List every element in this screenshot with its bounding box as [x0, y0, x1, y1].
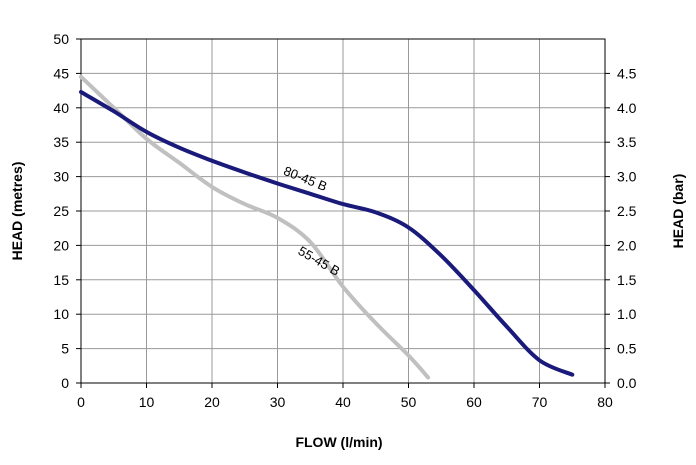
series-line-1 [79, 74, 431, 380]
x-tick-label: 50 [401, 394, 417, 410]
series-labels: 80-45 B 55-45 B [281, 163, 342, 279]
y-tick-label: 50 [53, 31, 69, 47]
y-tick-label: 5 [61, 341, 69, 357]
x-axis-ticks: 0 10 20 30 40 50 60 70 80 [77, 383, 613, 410]
y-tick-label: 15 [53, 272, 69, 288]
series-label-1: 55-45 B [296, 243, 343, 279]
x-tick-label: 40 [335, 394, 351, 410]
y-tick-label: 25 [53, 203, 69, 219]
series-label-0: 80-45 B [281, 163, 329, 194]
y2-tick-label: 4.0 [617, 100, 637, 116]
y-tick-label: 45 [53, 65, 69, 81]
x-tick-label: 80 [597, 394, 613, 410]
y-tick-label: 10 [53, 306, 69, 322]
x-tick-label: 10 [139, 394, 155, 410]
y-tick-label: 30 [53, 169, 69, 185]
y2-tick-label: 3.0 [617, 169, 637, 185]
x-tick-label: 0 [77, 394, 85, 410]
x-tick-label: 60 [466, 394, 482, 410]
y2-tick-label: 4.5 [617, 65, 637, 81]
y2-tick-label: 2.0 [617, 237, 637, 253]
y2-tick-label: 0.0 [617, 375, 637, 391]
series-line-0 [79, 90, 575, 377]
gridlines [80, 38, 606, 384]
y-axis-right-title: HEAD (bar) [670, 174, 686, 249]
y2-tick-label: 1.5 [617, 272, 637, 288]
y-tick-label: 40 [53, 100, 69, 116]
y2-tick-label: 1.0 [617, 306, 637, 322]
y-tick-label: 35 [53, 134, 69, 150]
x-tick-label: 20 [204, 394, 220, 410]
y2-tick-label: 0.5 [617, 341, 637, 357]
y-axis-right-ticks: 0.0 0.5 1.0 1.5 2.0 2.5 3.0 3.5 4.0 4.5 [605, 65, 637, 391]
y2-tick-label: 3.5 [617, 134, 637, 150]
y2-tick-label: 2.5 [617, 203, 637, 219]
y-axis-left-ticks: 0 5 10 15 20 25 30 35 40 45 50 [53, 31, 81, 391]
x-tick-label: 70 [532, 394, 548, 410]
y-axis-left-title: HEAD (metres) [9, 162, 25, 261]
x-tick-label: 30 [270, 394, 286, 410]
y-tick-label: 0 [61, 375, 69, 391]
x-axis-title: FLOW (l/min) [295, 434, 382, 450]
y-tick-label: 20 [53, 237, 69, 253]
series-lines [79, 74, 575, 380]
